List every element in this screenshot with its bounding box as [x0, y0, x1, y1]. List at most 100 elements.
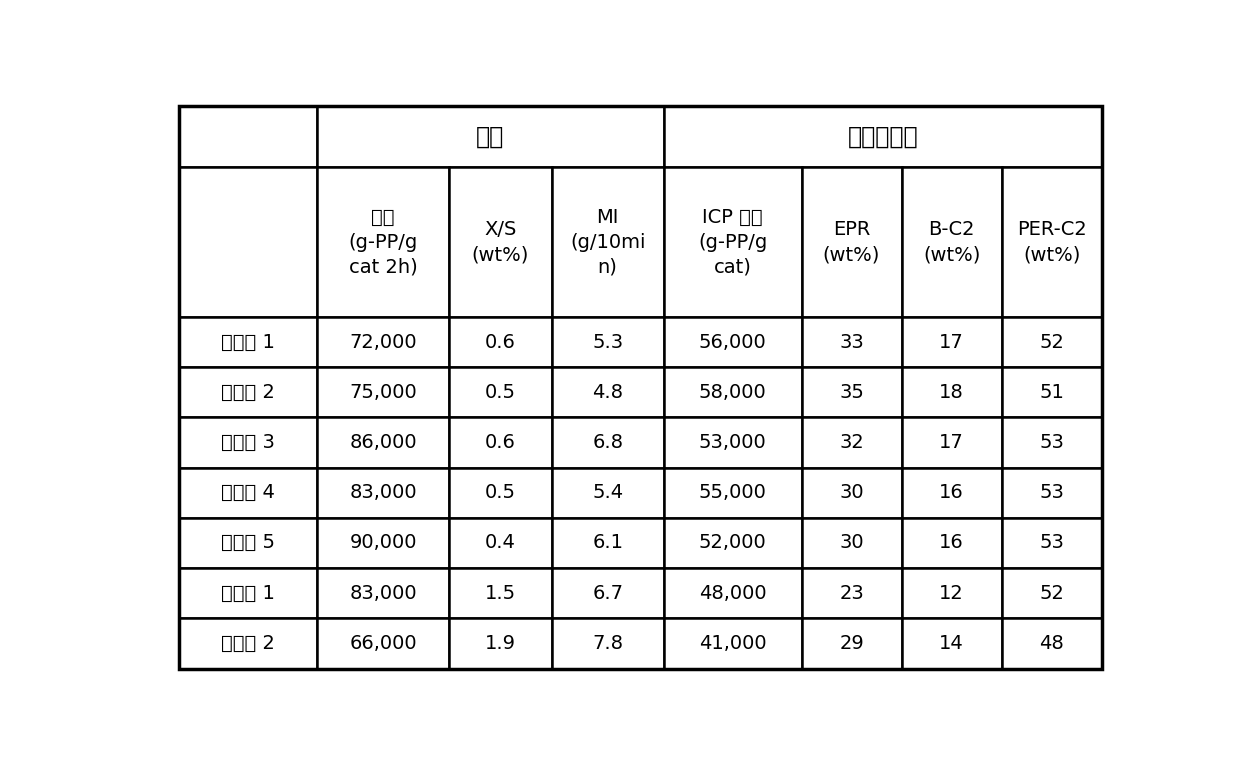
Bar [901, 417, 1002, 467]
Bar [316, 568, 449, 618]
Text: 实施例 2: 实施例 2 [221, 383, 275, 402]
Bar [901, 167, 1002, 317]
Text: 41,000: 41,000 [699, 634, 766, 653]
Text: 7.8: 7.8 [593, 634, 624, 653]
Bar [663, 167, 801, 317]
Text: 6.8: 6.8 [593, 433, 624, 452]
Text: 90,000: 90,000 [350, 533, 417, 552]
Text: 83,000: 83,000 [350, 584, 417, 603]
Text: 48,000: 48,000 [699, 584, 766, 603]
Text: 53: 53 [1039, 533, 1064, 552]
Text: 29: 29 [839, 634, 864, 653]
Bar [901, 317, 1002, 367]
Bar [179, 467, 316, 517]
Text: 75,000: 75,000 [350, 383, 417, 402]
Text: 33: 33 [839, 333, 864, 352]
Text: 1.5: 1.5 [485, 584, 516, 603]
Text: 实施例 3: 实施例 3 [221, 433, 275, 452]
Text: 14: 14 [939, 634, 963, 653]
Text: 23: 23 [839, 584, 864, 603]
Text: 丙烯基共聚: 丙烯基共聚 [847, 125, 918, 148]
Bar [449, 568, 552, 618]
Text: 5.3: 5.3 [591, 333, 624, 352]
Bar [663, 317, 801, 367]
Text: EPR
(wt%): EPR (wt%) [823, 220, 880, 264]
Text: 30: 30 [839, 533, 864, 552]
Bar [552, 317, 663, 367]
Text: X/S
(wt%): X/S (wt%) [471, 220, 529, 264]
Text: PER-C2
(wt%): PER-C2 (wt%) [1017, 220, 1086, 264]
Bar [1002, 367, 1101, 417]
Text: 51: 51 [1039, 383, 1064, 402]
Bar [1002, 167, 1101, 317]
Bar [901, 568, 1002, 618]
Text: 66,000: 66,000 [350, 634, 417, 653]
Text: 0.6: 0.6 [485, 433, 516, 452]
Bar [449, 517, 552, 568]
Text: 实施例 1: 实施例 1 [221, 333, 275, 352]
Bar [552, 467, 663, 517]
Bar [1002, 417, 1101, 467]
Bar [316, 167, 449, 317]
Text: 17: 17 [939, 333, 963, 352]
Bar [552, 367, 663, 417]
Bar [179, 317, 316, 367]
Text: 0.5: 0.5 [485, 483, 516, 502]
Text: 1.9: 1.9 [485, 634, 516, 653]
Text: 17: 17 [939, 433, 963, 452]
Bar [663, 517, 801, 568]
Bar [449, 618, 552, 668]
Text: 56,000: 56,000 [699, 333, 766, 352]
Text: 实施例 5: 实施例 5 [221, 533, 275, 552]
Bar [801, 568, 901, 618]
Bar [552, 618, 663, 668]
Bar [179, 618, 316, 668]
Bar [552, 417, 663, 467]
Bar [1002, 517, 1101, 568]
Bar [901, 517, 1002, 568]
Text: 55,000: 55,000 [698, 483, 766, 502]
Bar [1002, 467, 1101, 517]
Bar [1002, 618, 1101, 668]
Bar [316, 517, 449, 568]
Text: 35: 35 [839, 383, 864, 402]
Bar [316, 106, 663, 167]
Bar [316, 417, 449, 467]
Text: 83,000: 83,000 [350, 483, 417, 502]
Bar [449, 317, 552, 367]
Bar [449, 167, 552, 317]
Bar [663, 417, 801, 467]
Text: 对比例 1: 对比例 1 [221, 584, 275, 603]
Text: B-C2
(wt%): B-C2 (wt%) [923, 220, 981, 264]
Bar [316, 618, 449, 668]
Bar [552, 517, 663, 568]
Text: 0.5: 0.5 [485, 383, 516, 402]
Bar [801, 167, 901, 317]
Text: 53: 53 [1039, 483, 1064, 502]
Text: 16: 16 [939, 483, 963, 502]
Text: 16: 16 [939, 533, 963, 552]
Text: 0.6: 0.6 [485, 333, 516, 352]
Bar [1002, 317, 1101, 367]
Text: 53: 53 [1039, 433, 1064, 452]
Text: 均聚: 均聚 [476, 125, 505, 148]
Bar [179, 517, 316, 568]
Text: 52: 52 [1039, 333, 1064, 352]
Bar [801, 517, 901, 568]
Bar [663, 618, 801, 668]
Bar [179, 568, 316, 618]
Bar [179, 167, 316, 317]
Bar [552, 568, 663, 618]
Text: 86,000: 86,000 [350, 433, 417, 452]
Text: 52: 52 [1039, 584, 1064, 603]
Text: ICP 活性
(g-PP/g
cat): ICP 活性 (g-PP/g cat) [698, 208, 768, 277]
Text: 32: 32 [839, 433, 864, 452]
Bar [316, 317, 449, 367]
Bar [663, 568, 801, 618]
Text: 52,000: 52,000 [699, 533, 766, 552]
Bar [179, 417, 316, 467]
Bar [179, 106, 316, 167]
Text: MI
(g/10mi
n): MI (g/10mi n) [570, 208, 645, 277]
Text: 6.7: 6.7 [593, 584, 624, 603]
Text: 4.8: 4.8 [593, 383, 624, 402]
